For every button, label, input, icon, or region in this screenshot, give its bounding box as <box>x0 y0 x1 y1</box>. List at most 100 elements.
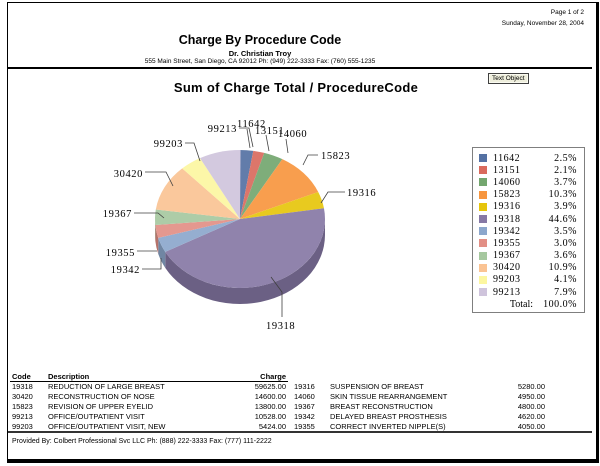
pie-leader-19367 <box>134 212 165 219</box>
pie-slice-30420 <box>155 168 240 219</box>
cell-code: 19318 <box>12 382 33 391</box>
table-row: 19355 CORRECT INVERTED NIPPLE(S) 4050.00 <box>292 422 547 432</box>
legend-percent: 2.5% <box>554 152 577 164</box>
cell-charge: 4800.00 <box>517 402 545 411</box>
pie-leader-99203 <box>185 142 201 162</box>
legend-item-19318: 19318 44.6% <box>479 213 577 225</box>
legend-swatch-icon <box>479 190 487 199</box>
legend-total-row: Total: 100.0% <box>479 298 577 310</box>
pie-slice-99213 <box>199 150 241 219</box>
page-indicator: Page 1 of 2 <box>550 9 584 16</box>
cell-code: 15823 <box>12 402 33 411</box>
table-row: 19316 SUSPENSION OF BREAST 5280.00 <box>292 382 547 392</box>
legend-swatch-icon <box>479 251 487 260</box>
pie-slice-99203 <box>182 158 240 219</box>
cell-charge: 59625.00 <box>254 382 286 391</box>
pie-leader-19318 <box>270 276 283 317</box>
cell-code: 19355 <box>294 422 315 431</box>
charges-table-left: Code Description Charge 19318 REDUCTION O… <box>10 372 288 432</box>
cell-charge: 13800.00 <box>254 402 286 411</box>
legend-item-19367: 19367 3.6% <box>479 250 577 262</box>
pie-leader-30420 <box>145 171 174 187</box>
legend-item-19342: 19342 3.5% <box>479 225 577 237</box>
col-header-code: Code <box>12 372 31 381</box>
pie-label-19367: 19367 <box>103 209 132 220</box>
footer-provided-by: Provided By: Colbert Professional Svc LL… <box>12 438 272 445</box>
legend-code: 30420 <box>493 262 521 274</box>
cell-description: OFFICE/OUTPATIENT VISIT, NEW <box>48 422 166 431</box>
legend-code: 99213 <box>493 286 521 298</box>
pie-label-30420: 30420 <box>114 169 143 180</box>
chart-title: Sum of Charge Total / ProcedureCode <box>173 80 419 95</box>
table-row: 19318 REDUCTION OF LARGE BREAST 59625.00 <box>10 382 288 392</box>
pie-side-19318 <box>165 219 325 305</box>
cell-charge: 10528.00 <box>254 412 286 421</box>
charges-table-right: 19316 SUSPENSION OF BREAST 5280.00 14060 SKI… <box>292 382 547 432</box>
col-header-charge: Charge <box>260 372 286 381</box>
pie-label-19316: 19316 <box>347 188 376 199</box>
table-row: 99213 OFFICE/OUTPATIENT VISIT 10528.00 <box>10 412 288 422</box>
legend-percent: 3.9% <box>554 201 577 213</box>
table-row: 15823 REVISION OF UPPER EYELID 13800.00 <box>10 402 288 412</box>
pie-leader-19342 <box>142 258 162 270</box>
cell-description: SUSPENSION OF BREAST <box>330 382 424 391</box>
legend-swatch-icon <box>479 166 487 175</box>
pie-label-14060: 14060 <box>278 129 307 140</box>
legend-swatch-icon <box>479 154 487 163</box>
table-row: 30420 RECONSTRUCTION OF NOSE 14600.00 <box>10 392 288 402</box>
legend-item-99213: 99213 7.9% <box>479 286 577 298</box>
legend-code: 19355 <box>493 237 521 249</box>
legend-swatch-icon <box>479 202 487 211</box>
pie-slice-19316 <box>240 191 324 219</box>
legend-item-14060: 14060 3.7% <box>479 176 577 188</box>
pie-side-19355 <box>155 225 159 254</box>
legend-code: 15823 <box>493 189 521 201</box>
legend-item-30420: 30420 10.9% <box>479 262 577 274</box>
cell-code: 14060 <box>294 392 315 401</box>
pie-leader-15823 <box>302 154 318 166</box>
cell-code: 19367 <box>294 402 315 411</box>
legend-item-99203: 99203 4.1% <box>479 274 577 286</box>
col-header-description: Description <box>48 372 90 381</box>
legend-percent: 2.1% <box>554 164 577 176</box>
cell-description: BREAST RECONSTRUCTION <box>330 402 433 411</box>
legend-code: 99203 <box>493 274 521 286</box>
pie-slice-11642 <box>240 150 254 219</box>
provider-address: 555 Main Street, San Diego, CA 92012 Ph:… <box>144 58 376 65</box>
pie-label-19355: 19355 <box>106 248 135 259</box>
legend-percent: 10.3% <box>548 189 577 201</box>
legend-swatch-icon <box>479 275 487 284</box>
pie-label-99213: 99213 <box>208 124 237 135</box>
legend-swatch-icon <box>479 239 487 248</box>
pie-slice-13151 <box>240 150 265 219</box>
table-left-rows: 19318 REDUCTION OF LARGE BREAST 59625.00 30… <box>10 382 288 432</box>
legend-item-15823: 15823 10.3% <box>479 189 577 201</box>
legend-percent: 44.6% <box>548 213 577 225</box>
pie-slice-19318 <box>165 208 325 289</box>
cell-description: SKIN TISSUE REARRANGEMENT <box>330 392 448 401</box>
cell-description: RECONSTRUCTION OF NOSE <box>48 392 155 401</box>
legend-total-value: 100.0% <box>543 298 577 310</box>
legend-total-label: Total: <box>509 298 533 310</box>
cell-description: REVISION OF UPPER EYELID <box>48 402 154 411</box>
text-object-button[interactable]: Text Object <box>488 73 529 84</box>
legend-items: 11642 2.5% 13151 2.1% 14060 3.7% 15823 10.3% 193… <box>479 152 577 298</box>
table-row: 14060 SKIN TISSUE REARRANGEMENT 4950.00 <box>292 392 547 402</box>
cell-description: OFFICE/OUTPATIENT VISIT <box>48 412 145 421</box>
cell-description: DELAYED BREAST PROSTHESIS <box>330 412 447 421</box>
legend-swatch-icon <box>479 263 487 272</box>
pie-leader-13151 <box>265 134 270 152</box>
pie-label-15823: 15823 <box>321 151 350 162</box>
pie-side-19342 <box>158 237 166 268</box>
cell-code: 99213 <box>12 412 33 421</box>
pie-label-13151: 13151 <box>255 126 284 137</box>
legend-code: 19318 <box>493 213 521 225</box>
table-header-row: Code Description Charge <box>10 372 288 382</box>
legend-percent: 3.6% <box>554 250 577 262</box>
cell-charge: 4950.00 <box>517 392 545 401</box>
footer-rule <box>8 431 592 433</box>
pie-slice-14060 <box>240 152 283 219</box>
legend-code: 13151 <box>493 164 521 176</box>
